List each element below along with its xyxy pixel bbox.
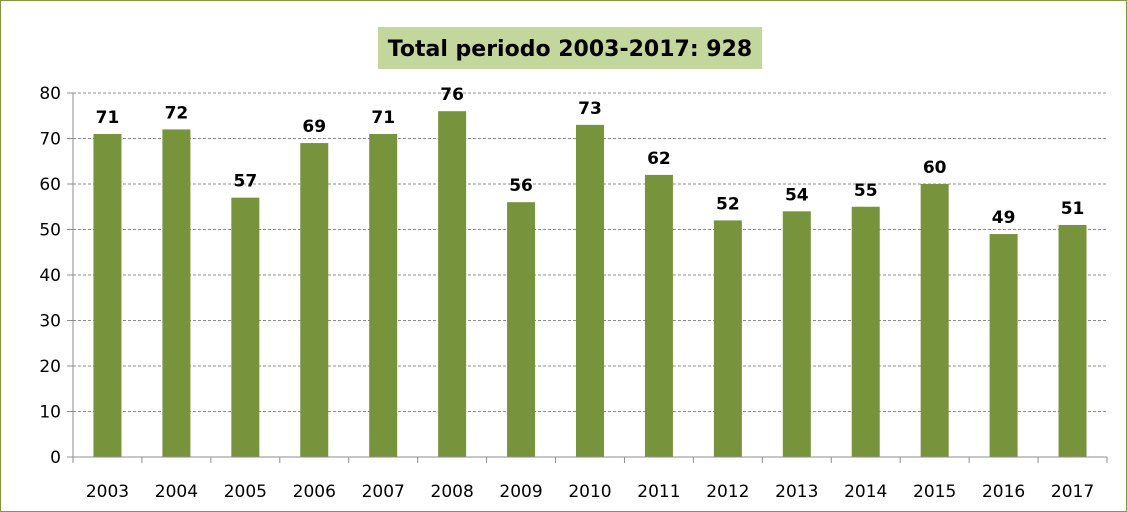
data-label: 76 [440,85,464,105]
x-tick-label: 2015 [913,482,956,502]
bars [93,111,1087,458]
data-label: 51 [1061,199,1085,219]
data-label: 52 [716,194,740,214]
chart-title-background [378,27,762,69]
bar [369,133,398,457]
data-label: 69 [302,117,326,137]
data-labels: 71 72 57 69 71 76 56 73 62 52 54 55 60 49 51 [96,85,1085,228]
y-axis-ticks: 0 10 20 30 40 50 60 70 80 [39,84,73,468]
x-tick-label: 2011 [637,482,680,502]
x-tick-label: 2003 [86,482,129,502]
data-label: 60 [923,158,947,178]
data-label: 49 [992,208,1016,228]
bar [438,111,467,457]
data-label: 62 [647,149,671,169]
x-tick-label: 2005 [224,482,267,502]
bar [644,174,673,457]
x-tick-label: 2017 [1051,482,1094,502]
y-tick-label: 0 [50,448,61,468]
x-axis: 2003 2004 2005 2006 2007 2008 2009 2010 2011 2012… [72,93,1108,502]
bar [1058,224,1087,457]
x-tick-label: 2010 [568,482,611,502]
x-tick-label: 2009 [499,482,542,502]
y-tick-label: 30 [39,312,61,332]
x-tick-label: 2008 [431,482,474,502]
y-tick-label: 60 [39,175,61,195]
x-tick-label: 2006 [293,482,336,502]
y-tick-label: 40 [39,266,61,286]
bar [507,202,536,457]
y-tick-label: 80 [39,84,61,104]
x-tick-label: 2012 [706,482,749,502]
bar [713,220,742,457]
data-label: 73 [578,99,602,119]
bar [231,197,260,457]
chart-title-group: Total periodo 2003-2017: 928 [378,27,762,69]
bar [989,234,1018,457]
data-label: 71 [96,108,120,128]
bar [576,124,604,457]
bar [920,184,949,457]
x-tick-label: 2013 [775,482,818,502]
x-tick-label: 2016 [982,482,1025,502]
bar [93,133,122,457]
chart-title: Total periodo 2003-2017: 928 [388,37,752,62]
x-tick-label: 2007 [362,482,405,502]
data-label: 55 [854,181,878,201]
bar [782,211,811,457]
y-tick-label: 20 [39,357,61,377]
data-label: 71 [371,108,395,128]
bar [162,129,191,457]
y-tick-label: 70 [39,130,61,150]
data-label: 56 [509,176,533,196]
data-label: 72 [165,103,189,123]
bar [300,143,329,458]
data-label: 57 [233,172,257,192]
data-label: 54 [785,185,809,205]
y-tick-label: 10 [39,403,61,423]
y-tick-label: 50 [39,221,61,241]
x-tick-label: 2014 [844,482,887,502]
x-tick-label: 2004 [155,482,198,502]
bar [851,206,880,457]
